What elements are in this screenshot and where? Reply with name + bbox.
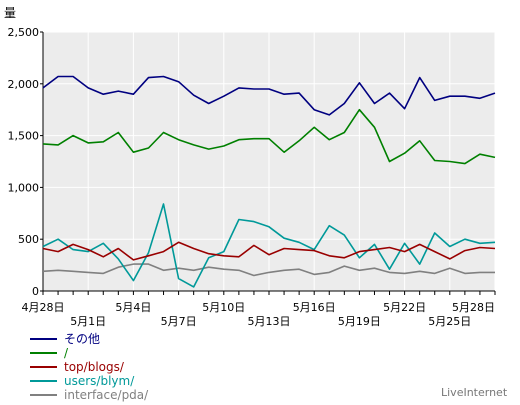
series-line <box>42 203 496 288</box>
x-tick-label: 5月25日 <box>428 315 471 328</box>
axes <box>40 31 496 295</box>
y-tick-label: 2,500 <box>8 26 40 39</box>
x-tick-label: 5月28日 <box>452 301 495 314</box>
legend-label-root: / <box>64 346 69 360</box>
legend-swatch-interface-pda <box>30 394 57 396</box>
legend-swatch-top-blogs <box>30 366 57 368</box>
x-tick-label: 5月13日 <box>248 315 291 328</box>
x-tick-label: 5月1日 <box>70 315 106 328</box>
legend-label-top-blogs: top/blogs/ <box>64 360 124 374</box>
legend-label-interface-pda: interface/pda/ <box>64 388 149 402</box>
series-line <box>42 263 495 277</box>
x-tick-label: 5月7日 <box>161 315 197 328</box>
legend-swatch-users-blym <box>30 380 57 382</box>
y-axis-title-text: 量 <box>4 6 16 20</box>
legend-label-users-blym: users/blym/ <box>64 374 135 388</box>
legend-label-other: その他 <box>64 332 101 346</box>
x-tick-labels: 4月28日 5月4日 5月10日 5月16日 5月22日 5月28日 5月1日 5月7日 5月1… <box>22 301 496 328</box>
x-tick-label: 4月28日 <box>22 301 65 314</box>
x-tick-label: 5月10日 <box>202 301 245 314</box>
y-axis-title: 量 <box>4 6 16 20</box>
series-line <box>42 108 496 165</box>
series-line <box>42 75 496 116</box>
series-lines <box>42 75 496 288</box>
legend-swatch-other <box>30 338 57 340</box>
x-tick-label: 5月4日 <box>115 301 151 314</box>
y-tick-label: 0 <box>32 285 39 298</box>
y-tick-label: 1,500 <box>8 130 40 143</box>
y-tick-label: 1,000 <box>8 181 40 194</box>
y-tick-label: 500 <box>18 233 39 246</box>
y-tick-labels: 0 500 1,000 1,500 2,000 2,500 <box>8 26 40 298</box>
x-tick-label: 5月22日 <box>383 301 426 314</box>
series-line <box>42 241 496 261</box>
watermark: LiveInternet <box>441 386 508 399</box>
legend-swatch-root <box>30 352 57 354</box>
y-tick-label: 2,000 <box>8 78 40 91</box>
x-tick-label: 5月19日 <box>338 315 381 328</box>
x-tick-label: 5月16日 <box>293 301 336 314</box>
